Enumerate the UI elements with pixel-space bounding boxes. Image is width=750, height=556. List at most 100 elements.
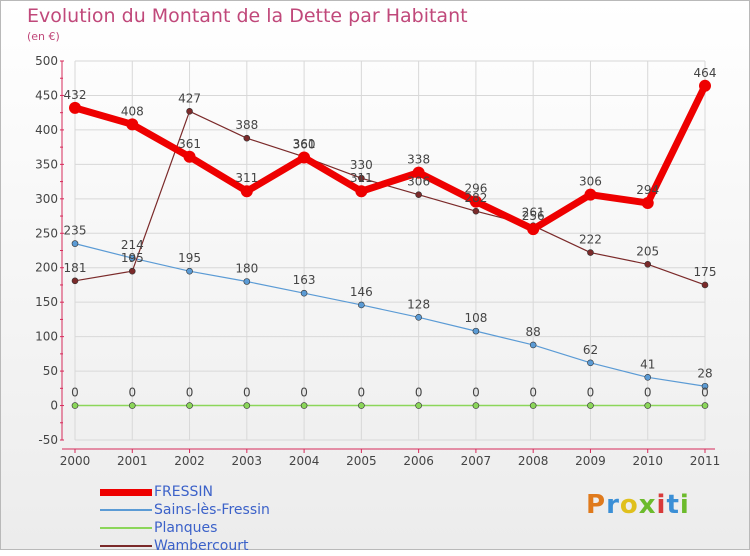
data-point — [415, 402, 422, 409]
data-point — [300, 402, 308, 409]
legend-label: Planques — [154, 520, 218, 536]
data-point — [71, 402, 79, 409]
data-label: 0 — [644, 386, 652, 400]
data-point — [469, 195, 482, 208]
data-label: 205 — [636, 244, 659, 258]
data-point — [472, 207, 480, 215]
data-point — [641, 196, 654, 209]
data-point — [71, 277, 79, 285]
chart-title: Evolution du Montant de la Dette par Hab… — [27, 5, 468, 27]
data-label: 0 — [472, 386, 480, 400]
legend-item: Planques — [100, 520, 400, 538]
x-tick-label: 2002 — [174, 454, 205, 468]
data-label: 0 — [587, 386, 595, 400]
data-point — [701, 402, 709, 409]
data-label: 128 — [407, 297, 430, 311]
data-point — [186, 402, 193, 409]
data-label: 0 — [243, 386, 251, 400]
x-tick-label: 2008 — [518, 454, 549, 468]
y-tick-label: 400 — [35, 123, 58, 137]
legend-swatch — [100, 509, 152, 511]
x-tick-label: 2009 — [575, 454, 606, 468]
data-point — [415, 314, 422, 321]
logo-letter: o — [619, 490, 639, 520]
data-point — [527, 223, 540, 236]
data-point — [587, 359, 594, 367]
x-tick-label: 2007 — [461, 454, 492, 468]
logo-letter: i — [679, 490, 690, 520]
data-label: 432 — [64, 88, 87, 102]
data-label: 163 — [293, 273, 316, 287]
y-tick-label: 500 — [35, 54, 58, 68]
data-label: 330 — [350, 158, 373, 172]
data-point — [472, 327, 480, 335]
x-tick-label: 2005 — [346, 454, 377, 468]
data-label: 0 — [415, 386, 423, 400]
data-point — [529, 341, 537, 349]
chart-legend: FRESSIN Sains-lès-Fressin Planques Wamberco… — [100, 484, 400, 556]
data-label: 0 — [71, 386, 79, 400]
data-point — [529, 402, 537, 409]
data-label: 311 — [235, 171, 258, 185]
data-point — [128, 402, 136, 409]
legend-swatch — [100, 527, 152, 529]
data-point — [71, 240, 79, 247]
y-tick-label: -50 — [38, 433, 58, 447]
legend-item: Wambercourt — [100, 538, 400, 556]
data-point — [126, 118, 139, 131]
legend-label: FRESSIN — [154, 484, 214, 500]
data-label: 306 — [407, 175, 430, 189]
data-point — [587, 402, 594, 409]
logo-letter: r — [606, 490, 620, 520]
legend-label: Wambercourt — [154, 538, 249, 554]
x-tick-label: 2000 — [60, 454, 91, 468]
y-tick-label: 0 — [50, 399, 58, 413]
data-label: 195 — [121, 251, 144, 265]
data-point — [701, 382, 709, 390]
data-point — [415, 191, 422, 198]
data-point — [300, 289, 308, 297]
data-label: 181 — [64, 261, 87, 275]
data-label: 41 — [640, 357, 655, 371]
legend-item: FRESSIN — [100, 484, 400, 502]
y-tick-label: 300 — [35, 192, 58, 206]
data-label: 0 — [300, 386, 308, 400]
data-point — [412, 166, 425, 179]
data-label: 222 — [579, 233, 602, 247]
y-tick-label: 450 — [35, 88, 58, 102]
y-tick-label: 250 — [35, 226, 58, 240]
data-point — [186, 108, 193, 115]
data-label: 0 — [186, 386, 194, 400]
data-label: 214 — [121, 238, 144, 252]
x-tick-label: 2004 — [289, 454, 320, 468]
data-label: 294 — [636, 183, 659, 197]
data-label: 88 — [526, 325, 541, 339]
data-point — [243, 134, 251, 142]
data-point — [186, 267, 193, 275]
data-label: 0 — [529, 386, 537, 400]
chart-subtitle: (en €) — [27, 30, 60, 43]
data-point — [69, 101, 81, 114]
data-label: 195 — [178, 251, 201, 265]
data-label: 0 — [701, 386, 709, 400]
logo-letter: x — [638, 490, 657, 520]
data-point — [644, 260, 652, 268]
data-point — [240, 185, 253, 198]
data-point — [243, 402, 251, 409]
data-label: 338 — [407, 153, 430, 167]
data-point — [584, 188, 597, 201]
proxiti-logo: Proxiti — [586, 490, 690, 520]
data-label: 0 — [358, 386, 366, 400]
logo-letter: t — [666, 490, 680, 520]
data-point — [358, 174, 365, 182]
legend-swatch — [100, 545, 152, 547]
data-label: 361 — [178, 137, 201, 151]
y-tick-label: 150 — [35, 295, 58, 309]
y-tick-label: 100 — [35, 330, 58, 344]
logo-letter: i — [656, 490, 667, 520]
data-label: 256 — [522, 209, 545, 223]
data-point — [243, 278, 251, 285]
data-point — [587, 249, 594, 256]
